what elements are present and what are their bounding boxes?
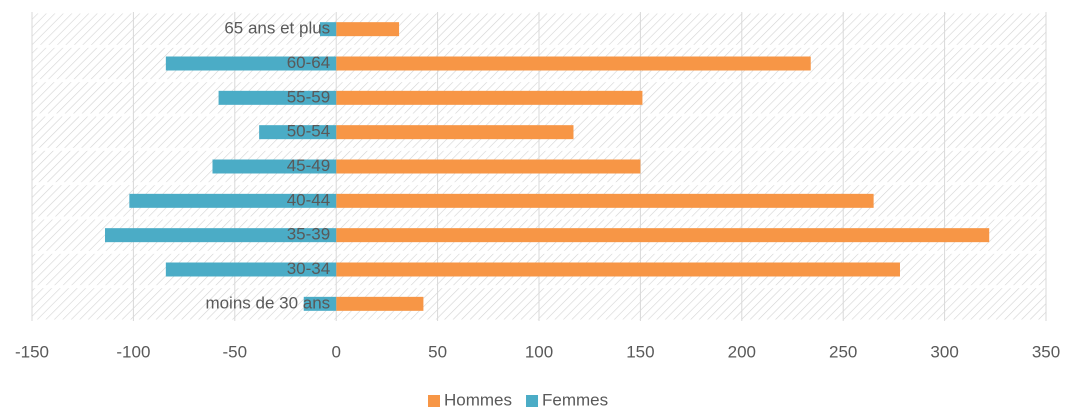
x-tick-label: 300 (930, 342, 958, 361)
category-label: 60-64 (287, 53, 330, 72)
category-label: 50-54 (287, 122, 330, 141)
category-label: 35-39 (287, 225, 330, 244)
x-tick-label: 0 (331, 342, 340, 361)
bar (336, 296, 424, 311)
bar (336, 125, 574, 140)
bar (319, 22, 337, 37)
bar (336, 193, 874, 208)
bar (336, 22, 400, 37)
x-tick-label: 50 (428, 342, 447, 361)
x-tick-label: -150 (15, 342, 49, 361)
legend-label: Hommes (444, 390, 512, 409)
bar (129, 193, 337, 208)
x-tick-label: 100 (525, 342, 553, 361)
category-label: 65 ans et plus (224, 19, 330, 38)
legend-swatch (428, 395, 440, 407)
bar (218, 90, 337, 105)
bar (303, 296, 337, 311)
x-tick-label: 200 (728, 342, 756, 361)
bar (336, 159, 641, 174)
labels: -150 -100 -50 0 50 100 150 200 250 300 350 65 ans e… (15, 19, 1060, 410)
category-label: 30-34 (287, 259, 330, 278)
x-tick-label: 350 (1032, 342, 1060, 361)
x-tick-label: 150 (626, 342, 654, 361)
bar (336, 90, 643, 105)
bars (105, 22, 990, 311)
legend-swatch (526, 395, 539, 407)
bar (259, 125, 337, 140)
x-tick-label: 250 (829, 342, 857, 361)
category-label: 40-44 (287, 190, 330, 209)
bar (336, 228, 990, 243)
bar (165, 56, 337, 71)
bar (105, 228, 337, 243)
bar (336, 262, 900, 277)
category-label: moins de 30 ans (205, 293, 330, 312)
bar (212, 159, 337, 174)
legend-label: Femmes (542, 390, 608, 409)
category-label: 55-59 (287, 87, 330, 106)
category-label: 45-49 (287, 156, 330, 175)
x-tick-label: -50 (223, 342, 248, 361)
bar (336, 56, 811, 71)
x-tick-label: -100 (116, 342, 150, 361)
bar (165, 262, 337, 277)
